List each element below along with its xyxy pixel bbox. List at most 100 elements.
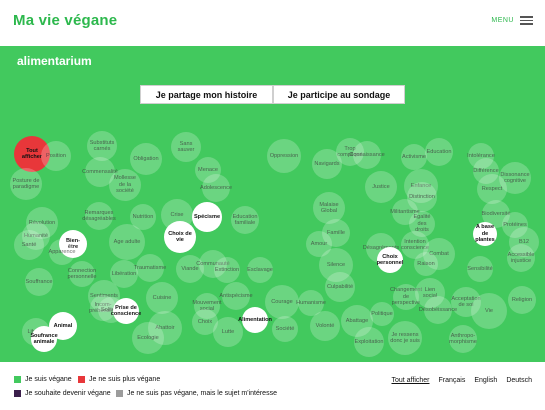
topic-bubble[interactable]: Santé [14, 230, 44, 260]
topic-bubble[interactable]: Protéines [502, 212, 528, 238]
topic-bubble[interactable]: Extinction [214, 257, 240, 283]
topic-bubble[interactable]: Accessible injustice [507, 244, 535, 272]
topic-bubble[interactable]: Intolérance [467, 143, 495, 169]
topic-bubble[interactable]: Obligation [130, 143, 162, 175]
topic-bubble[interactable]: Trop compliqué [336, 138, 364, 166]
topic-bubble[interactable]: Respect [477, 174, 507, 204]
topic-bubble[interactable]: Antispécisme [219, 282, 253, 310]
topic-bubble[interactable]: Prise de conscience [111, 298, 141, 324]
show-all-link[interactable]: Tout afficher [391, 377, 430, 384]
topic-bubble[interactable]: Anthropo-morphisme [449, 325, 477, 353]
topic-bubble[interactable]: Apparence [48, 239, 76, 265]
lang-fr[interactable]: Français [438, 377, 466, 384]
topic-bubble[interactable]: Substituts carnés [87, 131, 117, 161]
topic-bubble[interactable]: Désobéissance [419, 296, 457, 324]
topic-bubble[interactable]: Vie [471, 293, 507, 329]
topic-bubble[interactable]: Abattage [341, 305, 373, 337]
topic-bubble[interactable]: Révolution [26, 207, 58, 239]
topic-bubble[interactable]: Oppression [267, 139, 301, 173]
topic-bubble[interactable]: Education [425, 138, 453, 166]
legend-item-vegan[interactable]: Je suis végane [14, 376, 72, 383]
legend-label: Je souhaite devenir végane [25, 390, 111, 397]
topic-bubble[interactable]: Menace [195, 157, 221, 183]
topic-bubble[interactable]: Traumatisme [134, 254, 166, 282]
topic-bubble[interactable]: Sensibilité [467, 256, 493, 282]
topic-bubble[interactable]: Viande [176, 255, 204, 283]
topic-bubble[interactable]: Tout afficher [14, 136, 50, 172]
topic-bubble[interactable]: Justice [365, 171, 397, 203]
topic-bubble[interactable]: Différence [473, 158, 499, 184]
share-story-button[interactable]: Je partage mon histoire [140, 85, 273, 104]
topic-bubble[interactable]: Distinction [407, 182, 437, 212]
topic-bubble[interactable]: Humanisme [296, 290, 326, 316]
topic-bubble[interactable]: Culpabilité [325, 272, 355, 302]
topic-bubble[interactable]: Nutrition [130, 204, 156, 230]
topic-bubble[interactable]: Exploitation [354, 327, 384, 357]
topic-bubble[interactable]: Silence [319, 248, 353, 282]
topic-bubble[interactable]: Bien-être [59, 230, 87, 258]
topic-bubble[interactable]: Sans sauver [171, 132, 201, 162]
legend-item-not-vegan-interested[interactable]: Je ne suis pas végane, mais le sujet m'i… [116, 390, 277, 397]
topic-bubble[interactable]: Education familiale [231, 206, 259, 234]
topic-bubble[interactable]: Société [272, 316, 298, 342]
topic-bubble[interactable]: Politique [370, 302, 394, 326]
topic-bubble[interactable]: Militantisme [390, 199, 420, 225]
topic-bubble[interactable]: Souffrance [25, 268, 53, 296]
topic-bubble[interactable]: Alimentation [238, 307, 272, 333]
topic-bubble[interactable]: Choix [192, 309, 218, 335]
topic-bubble[interactable]: Volonté [310, 311, 340, 341]
topic-bubble[interactable]: Religion [508, 286, 536, 314]
topic-bubble[interactable]: Communauté [196, 250, 230, 278]
topic-bubble[interactable]: Mollesse de la société [109, 169, 141, 201]
topic-bubble[interactable]: Enfance [404, 169, 438, 203]
topic-bubble[interactable]: Remarques désagréables [82, 202, 116, 230]
topic-bubble[interactable]: Navigards [312, 149, 342, 179]
topic-bubble[interactable]: Ecologie [132, 322, 164, 354]
lang-en[interactable]: English [474, 377, 498, 384]
topic-bubble[interactable]: Famille [322, 219, 350, 247]
topic-bubble[interactable]: Choix de vie [164, 221, 196, 253]
topic-bubble[interactable]: Position [41, 141, 71, 171]
topic-bubble[interactable]: Choix personnel [377, 247, 403, 273]
lang-de[interactable]: Deutsch [506, 377, 532, 384]
topic-bubble[interactable]: Je ressens donc je suis [388, 321, 422, 355]
topic-bubble[interactable]: B12 [509, 227, 539, 257]
topic-bubble[interactable]: Activisme [401, 144, 427, 170]
topic-bubble[interactable]: Dissonance cognitive [499, 162, 531, 194]
topic-bubble[interactable]: Soufrance animale [30, 326, 58, 352]
topic-bubble[interactable]: Raison [414, 252, 438, 276]
topic-bubble[interactable]: Changement de perspective [390, 284, 422, 310]
topic-bubble[interactable]: Incom-préhension [89, 295, 117, 321]
legend-item-wish-vegan[interactable]: Je souhaite devenir végane [14, 390, 111, 397]
menu-button[interactable]: MENU [491, 16, 533, 25]
topic-bubble[interactable]: Esclavage [247, 257, 273, 283]
legend-item-no-longer-vegan[interactable]: Je ne suis plus végane [78, 376, 160, 383]
legend-swatch [116, 390, 123, 397]
topic-bubble[interactable]: Intention conscience [401, 231, 429, 259]
topic-bubble[interactable]: Adolescence [200, 174, 232, 202]
topic-bubble[interactable]: Commensalité [82, 157, 118, 187]
take-survey-button[interactable]: Je participe au sondage [273, 85, 405, 104]
topic-bubble[interactable]: Spécisme [192, 202, 222, 232]
topic-bubble[interactable]: Lutte [213, 317, 243, 347]
topic-bubble[interactable]: A base de plantes [473, 222, 497, 246]
topic-bubble[interactable]: Connection personnelle [68, 261, 96, 287]
topic-bubble[interactable]: Libération [110, 260, 138, 288]
topic-bubble[interactable]: Mouvement social [192, 293, 222, 319]
topic-bubble[interactable]: Cuisine [146, 282, 178, 314]
topic-bubble[interactable]: Connaissance [349, 141, 385, 169]
topic-bubble[interactable]: Acceptation de soi [451, 287, 481, 317]
topic-bubble[interactable]: Malaise Global [313, 192, 345, 224]
topic-bubble[interactable]: Amour [306, 231, 332, 257]
legend-swatch [14, 376, 21, 383]
topic-bubble[interactable]: Age adulte [109, 224, 145, 260]
topic-bubble[interactable]: Egalité des droits [409, 211, 435, 237]
topic-bubble[interactable]: Courage [265, 285, 299, 319]
page-title: alimentarium [17, 54, 92, 68]
topic-bubble[interactable]: Combat [423, 238, 455, 270]
topic-bubble[interactable]: Abattoir [148, 311, 182, 345]
topic-bubble[interactable]: Humanité [22, 222, 50, 250]
topic-bubble[interactable]: Lien social [415, 278, 445, 308]
site-logo[interactable]: Ma vie végane [13, 12, 118, 29]
topic-bubble[interactable]: Posture de paradigme [10, 168, 42, 200]
